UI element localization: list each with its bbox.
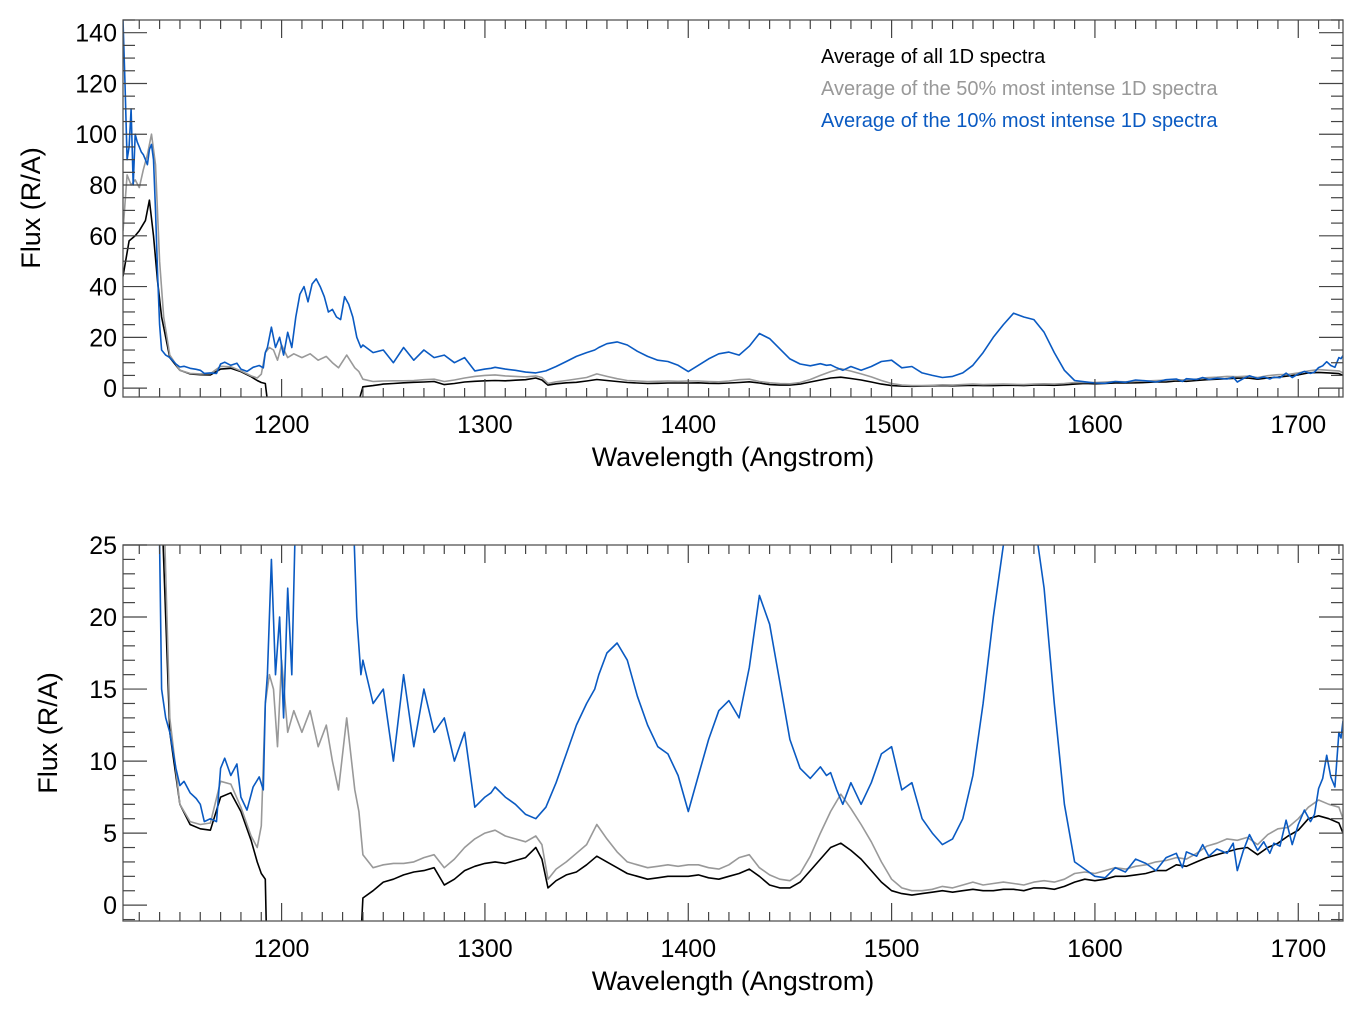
bottom-y-axis-title: Flux (R/A)	[33, 672, 63, 794]
top-x-tick-labels: 1200 1300 1400 1500 1600 1700	[254, 411, 1326, 439]
top-series-line-0	[123, 199, 1343, 397]
legend-entry-10pct: Average of the 10% most intense 1D spect…	[821, 110, 1218, 132]
bottom-series-line-0	[162, 545, 1343, 921]
bottom-y-tick-label: 0	[103, 892, 117, 920]
bottom-ticks	[123, 544, 1343, 921]
bottom-x-tick-labels: 1200 1300 1400 1500 1600 1700	[254, 935, 1326, 963]
top-x-axis-title: Wavelength (Angstrom)	[592, 442, 875, 472]
bottom-x-tick-label: 1300	[457, 935, 513, 963]
bottom-x-tick-label: 1200	[254, 935, 310, 963]
top-ticks	[123, 19, 1343, 397]
top-y-tick-label: 60	[89, 223, 117, 251]
bottom-y-tick-label: 25	[89, 532, 117, 560]
top-series-group	[123, 20, 1343, 397]
bottom-series-line-2	[158, 545, 1343, 879]
top-y-tick-label: 80	[89, 172, 117, 200]
legend: Average of all 1D spectra Average of the…	[821, 46, 1218, 132]
bottom-plot-frame	[122, 544, 1344, 922]
bottom-x-tick-label: 1500	[864, 935, 920, 963]
bottom-y-tick-label: 20	[89, 604, 117, 632]
top-x-tick-label: 1400	[660, 411, 716, 439]
top-x-tick-label: 1600	[1067, 411, 1123, 439]
bottom-y-tick-label: 15	[89, 676, 117, 704]
top-panel: 1200 1300 1400 1500 1600 1700 0 20 40 60…	[16, 19, 1344, 472]
top-y-tick-label: 20	[89, 324, 117, 352]
bottom-y-tick-labels: 0 5 10 15 20 25	[89, 532, 117, 920]
top-y-tick-labels: 0 20 40 60 80 100 120 140	[75, 20, 117, 403]
legend-entry-50pct: Average of the 50% most intense 1D spect…	[821, 78, 1218, 100]
top-x-tick-label: 1500	[864, 411, 920, 439]
top-y-tick-label: 40	[89, 274, 117, 302]
bottom-y-tick-label: 5	[103, 820, 117, 848]
top-series-line-2	[123, 20, 1343, 385]
bottom-series-group	[158, 545, 1343, 921]
bottom-x-tick-label: 1700	[1270, 935, 1326, 963]
bottom-x-tick-label: 1400	[660, 935, 716, 963]
bottom-x-axis-title: Wavelength (Angstrom)	[592, 966, 875, 996]
top-x-tick-label: 1200	[254, 411, 310, 439]
top-y-tick-label: 0	[103, 375, 117, 403]
top-plot-frame	[122, 19, 1344, 398]
top-y-axis-title: Flux (R/A)	[16, 147, 46, 269]
top-y-tick-label: 140	[75, 20, 117, 48]
bottom-series-line-1	[164, 545, 1343, 892]
bottom-y-tick-label: 10	[89, 748, 117, 776]
top-x-tick-label: 1300	[457, 411, 513, 439]
top-y-tick-label: 120	[75, 71, 117, 99]
top-series-line-1	[123, 133, 1343, 387]
top-x-tick-label: 1700	[1270, 411, 1326, 439]
legend-entry-all: Average of all 1D spectra	[821, 46, 1046, 68]
top-y-tick-label: 100	[75, 121, 117, 149]
bottom-panel: 1200 1300 1400 1500 1600 1700 0 5 10 15 …	[33, 532, 1344, 996]
bottom-x-tick-label: 1600	[1067, 935, 1123, 963]
